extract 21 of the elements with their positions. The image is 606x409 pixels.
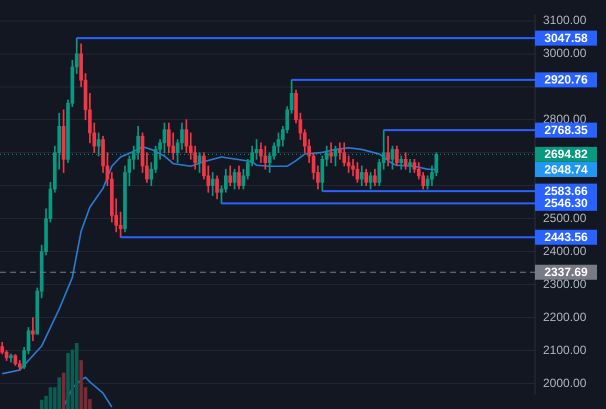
y-tick-label: 2200.00 [543,310,587,324]
ref-line-label: 2546.30 [544,196,588,210]
ref-line-label: 2694.82 [544,147,588,162]
ref-line-label: 2583.66 [544,184,588,198]
ref-line-label: 2337.69 [544,265,588,280]
bar [57,377,61,409]
text: 2648.74 [544,162,588,176]
y-tick-label: 3100.00 [543,13,587,28]
ref-line-label: 2920.76 [544,72,588,87]
y-tick-label: 2500.00 [543,210,587,225]
ref-line-label: 2443.56 [544,230,588,244]
y-tick-label: 2400.00 [543,244,587,258]
bar [48,387,52,409]
y-tick-label: 2000.00 [543,376,587,390]
bar [74,343,78,409]
y-tick-label: 2300.00 [543,276,587,291]
bar [66,352,70,409]
bar [62,372,66,409]
ref-line-label: 3047.58 [544,30,588,45]
y-tick-label: 3000.00 [543,46,587,60]
y-tick-label: 2100.00 [543,342,587,357]
